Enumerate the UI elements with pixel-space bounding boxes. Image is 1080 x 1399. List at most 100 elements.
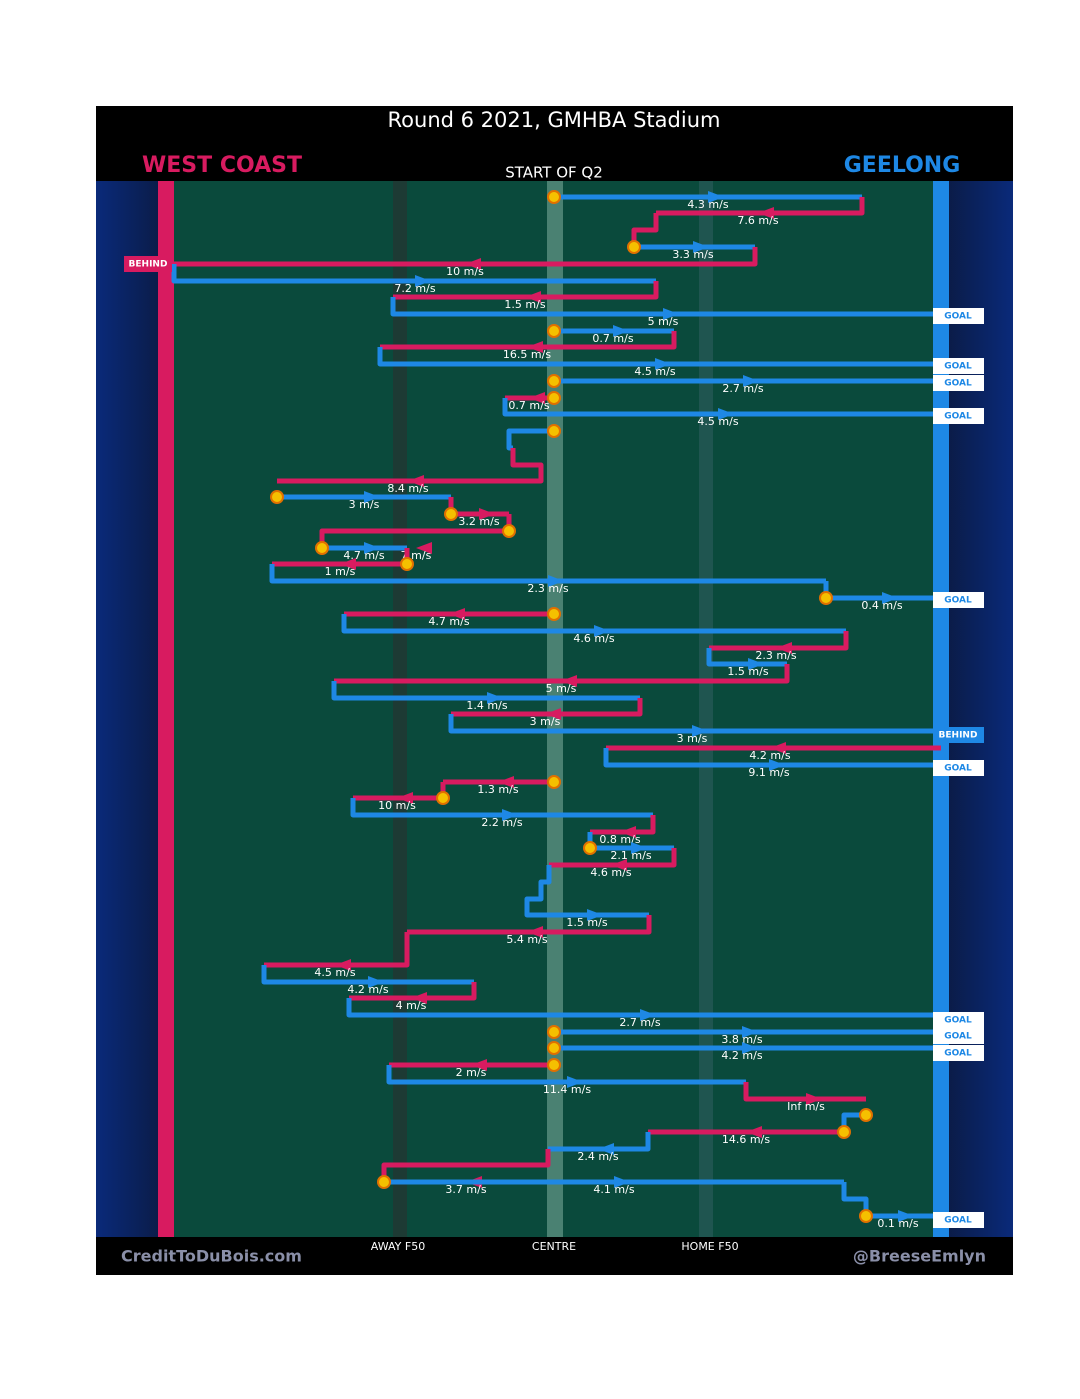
possession-start (547, 324, 561, 338)
arrow (882, 592, 898, 604)
speed-label: 2.7 m/s (722, 382, 763, 395)
arrow (769, 759, 785, 771)
speed-label: 2.1 m/s (610, 849, 651, 862)
axis-label: HOME F50 (681, 1240, 738, 1253)
team-right: GEELONG (844, 153, 961, 178)
speed-label: 4.2 m/s (749, 749, 790, 762)
arrow (776, 642, 792, 654)
speed-label: 7.6 m/s (737, 214, 778, 227)
speed-label: 0.7 m/s (592, 332, 633, 345)
possession-start (436, 791, 450, 805)
possession-start (315, 541, 329, 555)
movement (346, 998, 941, 1018)
home-f50-strip (699, 181, 713, 1237)
footer-left: CreditToDuBois.com (121, 1247, 302, 1266)
arrow (487, 692, 503, 704)
arrow (742, 1026, 758, 1038)
arrow (498, 776, 514, 788)
arrow (364, 542, 380, 554)
arrow (594, 625, 610, 637)
outcome-box (124, 256, 172, 272)
possession-start (547, 775, 561, 789)
outcome-box (933, 760, 984, 776)
arrow (411, 992, 427, 1004)
arrow (692, 725, 708, 737)
outcome-box (933, 1045, 984, 1061)
arrow (620, 826, 636, 838)
arrow (640, 1009, 656, 1021)
arrow (471, 1059, 487, 1071)
arrow (587, 909, 603, 921)
speed-label: 4 m/s (396, 999, 427, 1012)
speed-label: 5.4 m/s (506, 933, 547, 946)
speed-label: 3.3 m/s (672, 248, 713, 261)
arrow (465, 258, 481, 270)
speed-label: 5 m/s (546, 682, 577, 695)
arrow (335, 959, 351, 971)
subtitle: START OF Q2 (505, 164, 603, 182)
arrow (770, 742, 786, 754)
arrow (368, 976, 384, 988)
arrow (529, 392, 545, 404)
arrow (655, 358, 671, 370)
arrow (631, 842, 647, 854)
movement (448, 714, 941, 734)
movement (349, 982, 477, 1001)
arrow (527, 926, 543, 938)
speed-label: 10 m/s (378, 799, 416, 812)
arrow (758, 207, 774, 219)
team-left: WEST COAST (142, 153, 302, 178)
movement (393, 281, 659, 300)
possession-start (502, 524, 516, 538)
movement (603, 748, 941, 768)
outcome-box (933, 308, 984, 324)
speed-label: 3.8 m/s (721, 1033, 762, 1046)
arrow (545, 708, 561, 720)
arrow (898, 1210, 914, 1222)
speed-label: 11.4 m/s (543, 1083, 591, 1096)
speed-label: 4.5 m/s (314, 966, 355, 979)
speed-label: 2.3 m/s (755, 649, 796, 662)
outcome-box (933, 375, 984, 391)
speed-label: 3.7 m/s (445, 1183, 486, 1196)
outcome-box (933, 408, 984, 424)
arrow (613, 325, 629, 337)
movement (390, 297, 941, 317)
speed-label: 16.5 m/s (503, 348, 551, 361)
arrow (525, 291, 541, 303)
speed-label: 4.2 m/s (347, 983, 388, 996)
arrow (340, 558, 356, 570)
outcome: GOAL (944, 412, 972, 422)
outcome: GOAL (944, 1032, 972, 1042)
possession-start (547, 1058, 561, 1072)
speed-label: 0.8 m/s (599, 833, 640, 846)
possession-start (270, 490, 284, 504)
speed-label: 4.7 m/s (428, 615, 469, 628)
movement (341, 614, 846, 634)
speed-label: 4.3 m/s (687, 198, 728, 211)
speed-label: 4.2 m/s (721, 1049, 762, 1062)
possession-start (400, 557, 414, 571)
arrow (561, 675, 577, 687)
axis-label: CENTRE (532, 1240, 576, 1253)
outcome: GOAL (944, 362, 972, 372)
arrow (748, 658, 764, 670)
movement (590, 815, 656, 835)
arrow (598, 1143, 614, 1155)
speed-label: 14.6 m/s (722, 1133, 770, 1146)
movement (319, 514, 512, 548)
arrow (746, 1126, 762, 1138)
movement (386, 1065, 746, 1085)
arrow (364, 491, 380, 503)
possession-start (837, 1125, 851, 1139)
speed-label: 1.5 m/s (566, 916, 607, 929)
away-f50-strip (393, 181, 407, 1237)
speed-label: 1.3 m/s (477, 783, 518, 796)
outcome-box (933, 727, 984, 743)
arrow (663, 308, 679, 320)
speed-label: 1.5 m/s (504, 298, 545, 311)
outcome-box (933, 358, 984, 374)
outcome-box (933, 1028, 984, 1044)
arrow (806, 1093, 822, 1105)
